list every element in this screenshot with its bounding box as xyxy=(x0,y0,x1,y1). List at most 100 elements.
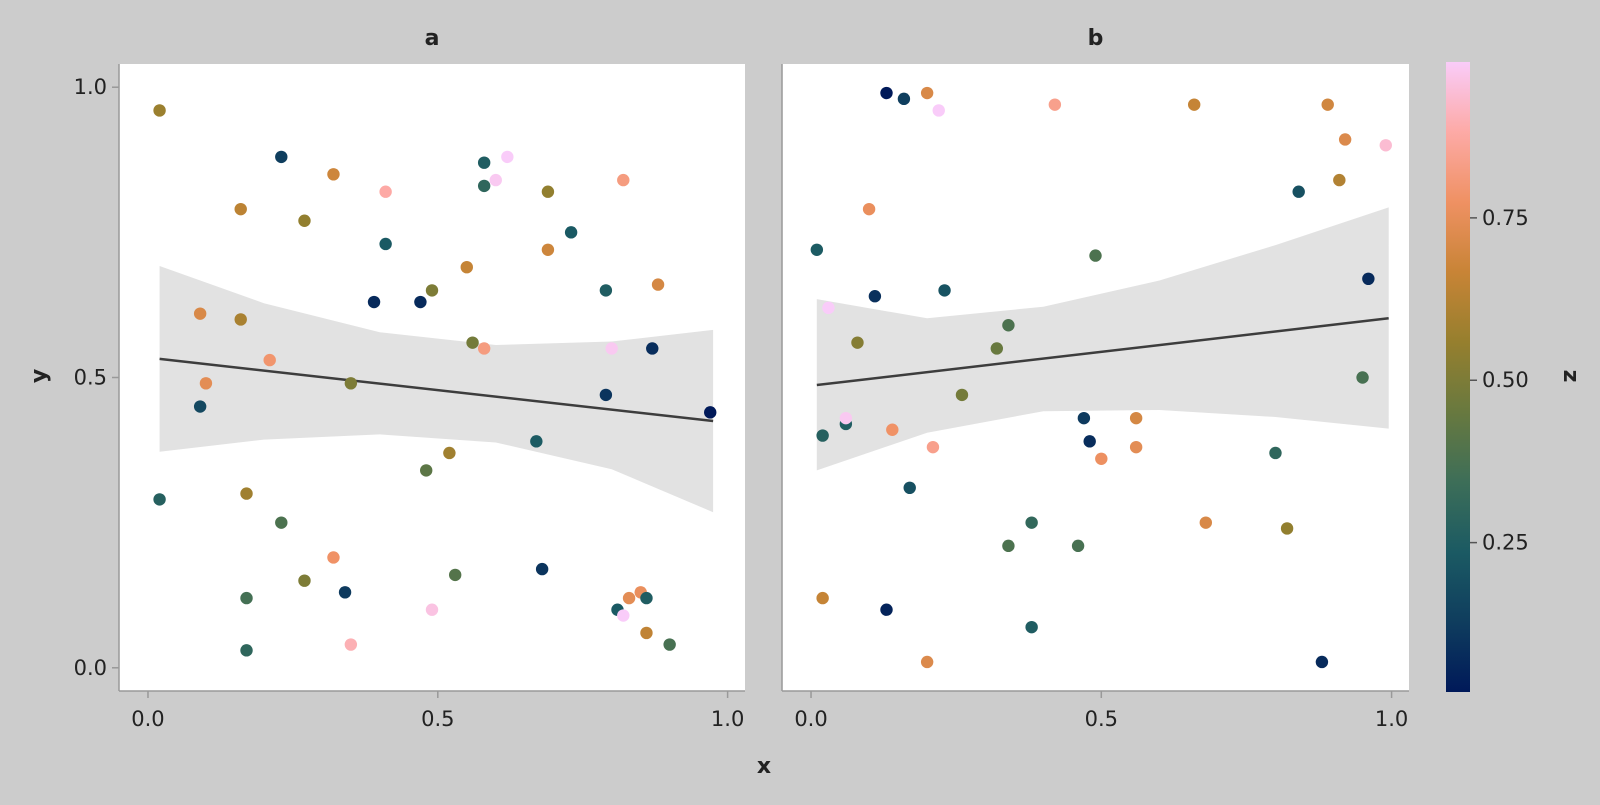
scatter-point xyxy=(1025,516,1038,529)
scatter-point xyxy=(477,156,491,169)
scatter-point xyxy=(955,388,969,402)
scatter-point xyxy=(851,336,864,349)
scatter-point xyxy=(1129,440,1143,454)
scatter-point xyxy=(379,237,392,251)
scatter-point xyxy=(599,388,613,402)
colorbar-gradient xyxy=(1446,62,1470,692)
scatter-point xyxy=(240,644,253,657)
colorbar-tick-label: 0.75 xyxy=(1482,206,1529,230)
scatter-point xyxy=(541,243,555,256)
scatter-point xyxy=(240,487,253,500)
scatter-point xyxy=(932,104,945,117)
scatter-point xyxy=(640,626,653,640)
scatter-point xyxy=(816,591,829,605)
colorbar: 0.25 0.50 0.75 xyxy=(1446,62,1529,692)
scatter-point xyxy=(240,591,253,605)
scatter-point xyxy=(1199,516,1213,529)
scatter-point xyxy=(1321,98,1334,111)
scatter-point xyxy=(425,284,439,297)
regression-line xyxy=(816,317,1389,387)
scatter-point xyxy=(862,202,876,216)
scatter-point xyxy=(938,284,951,297)
scatter-point xyxy=(327,168,340,181)
colorbar-tick-label: 0.50 xyxy=(1482,368,1529,392)
scatter-point xyxy=(477,342,491,355)
scatter-point xyxy=(275,150,288,164)
panel-title: a xyxy=(425,26,440,51)
scatter-point xyxy=(489,173,502,187)
scatter-point xyxy=(275,516,288,529)
scatter-point xyxy=(646,342,659,355)
scatter-point xyxy=(199,377,213,390)
scatter-point xyxy=(1089,249,1102,262)
scatter-point xyxy=(193,400,207,413)
scatter-point xyxy=(420,464,433,477)
y-axis-label: y xyxy=(27,369,52,383)
scatter-point xyxy=(651,278,665,291)
scatter-point xyxy=(1356,371,1369,384)
y-tick-label: 1.0 xyxy=(74,75,107,99)
scatter-point xyxy=(379,185,392,198)
scatter-point xyxy=(605,342,618,355)
x-tick-label: 0.5 xyxy=(1085,707,1118,731)
scatter-point xyxy=(622,591,636,605)
scatter-point xyxy=(298,574,311,587)
scatter-point xyxy=(1002,539,1015,553)
scatter-point xyxy=(193,307,207,320)
scatter-point xyxy=(1269,446,1282,460)
x-tick-label: 0.5 xyxy=(421,707,454,731)
x-tick-label: 0.0 xyxy=(794,707,827,731)
scatter-point xyxy=(810,243,824,256)
x-tick-label: 0.0 xyxy=(131,707,164,731)
panel-b: b 0.0 0.5 1.0 xyxy=(781,26,1409,731)
regression-line xyxy=(159,357,714,423)
scatter-point xyxy=(234,202,247,216)
scatter-point xyxy=(443,446,456,460)
scatter-point xyxy=(617,173,630,187)
scatter-point xyxy=(897,92,911,106)
scatter-point xyxy=(1002,319,1015,332)
scatter-point xyxy=(1071,539,1085,553)
x-axis-label: x xyxy=(757,754,771,779)
scatter-point xyxy=(477,179,491,193)
scatter-point xyxy=(1077,411,1091,425)
scatter-point xyxy=(990,342,1004,355)
scatter-point xyxy=(263,353,276,367)
scatter-point xyxy=(460,260,473,274)
scatter-point xyxy=(338,586,352,599)
scatter-point xyxy=(1025,620,1038,634)
scatter-point xyxy=(868,290,882,303)
scatter-point xyxy=(414,295,427,309)
scatter-point xyxy=(501,150,514,164)
scatter-point xyxy=(1362,272,1375,286)
scatter-point xyxy=(1338,133,1352,146)
scatter-point xyxy=(1083,435,1096,448)
scatter-point xyxy=(822,301,835,315)
scatter-point xyxy=(541,185,555,198)
scatter-point xyxy=(816,429,829,442)
scatter-point xyxy=(564,226,578,239)
x-tick-label: 1.0 xyxy=(711,707,744,731)
colorbar-label: z xyxy=(1558,370,1583,383)
scatter-point xyxy=(153,104,166,117)
scatter-point xyxy=(704,406,717,419)
scatter-point xyxy=(448,568,462,582)
scatter-point xyxy=(880,603,893,616)
scatter-point xyxy=(1187,98,1201,111)
scatter-point xyxy=(886,423,899,436)
scatter-point xyxy=(153,493,166,506)
scatter-point xyxy=(1379,139,1392,152)
chart-panels: a 0.0 0.5 1.0 0.0 0.5 1.0 b 0.0 0.5 1.0 xyxy=(74,26,1409,731)
y-tick-label: 0.0 xyxy=(74,656,107,680)
scatter-point xyxy=(663,638,676,651)
scatter-point xyxy=(466,336,479,349)
scatter-point xyxy=(535,562,549,576)
scatter-point xyxy=(1292,185,1305,198)
panel-title: b xyxy=(1088,26,1104,51)
scatter-point xyxy=(617,609,630,622)
scatter-point xyxy=(234,313,247,326)
scatter-point xyxy=(903,481,916,495)
scatter-point xyxy=(1048,98,1062,111)
